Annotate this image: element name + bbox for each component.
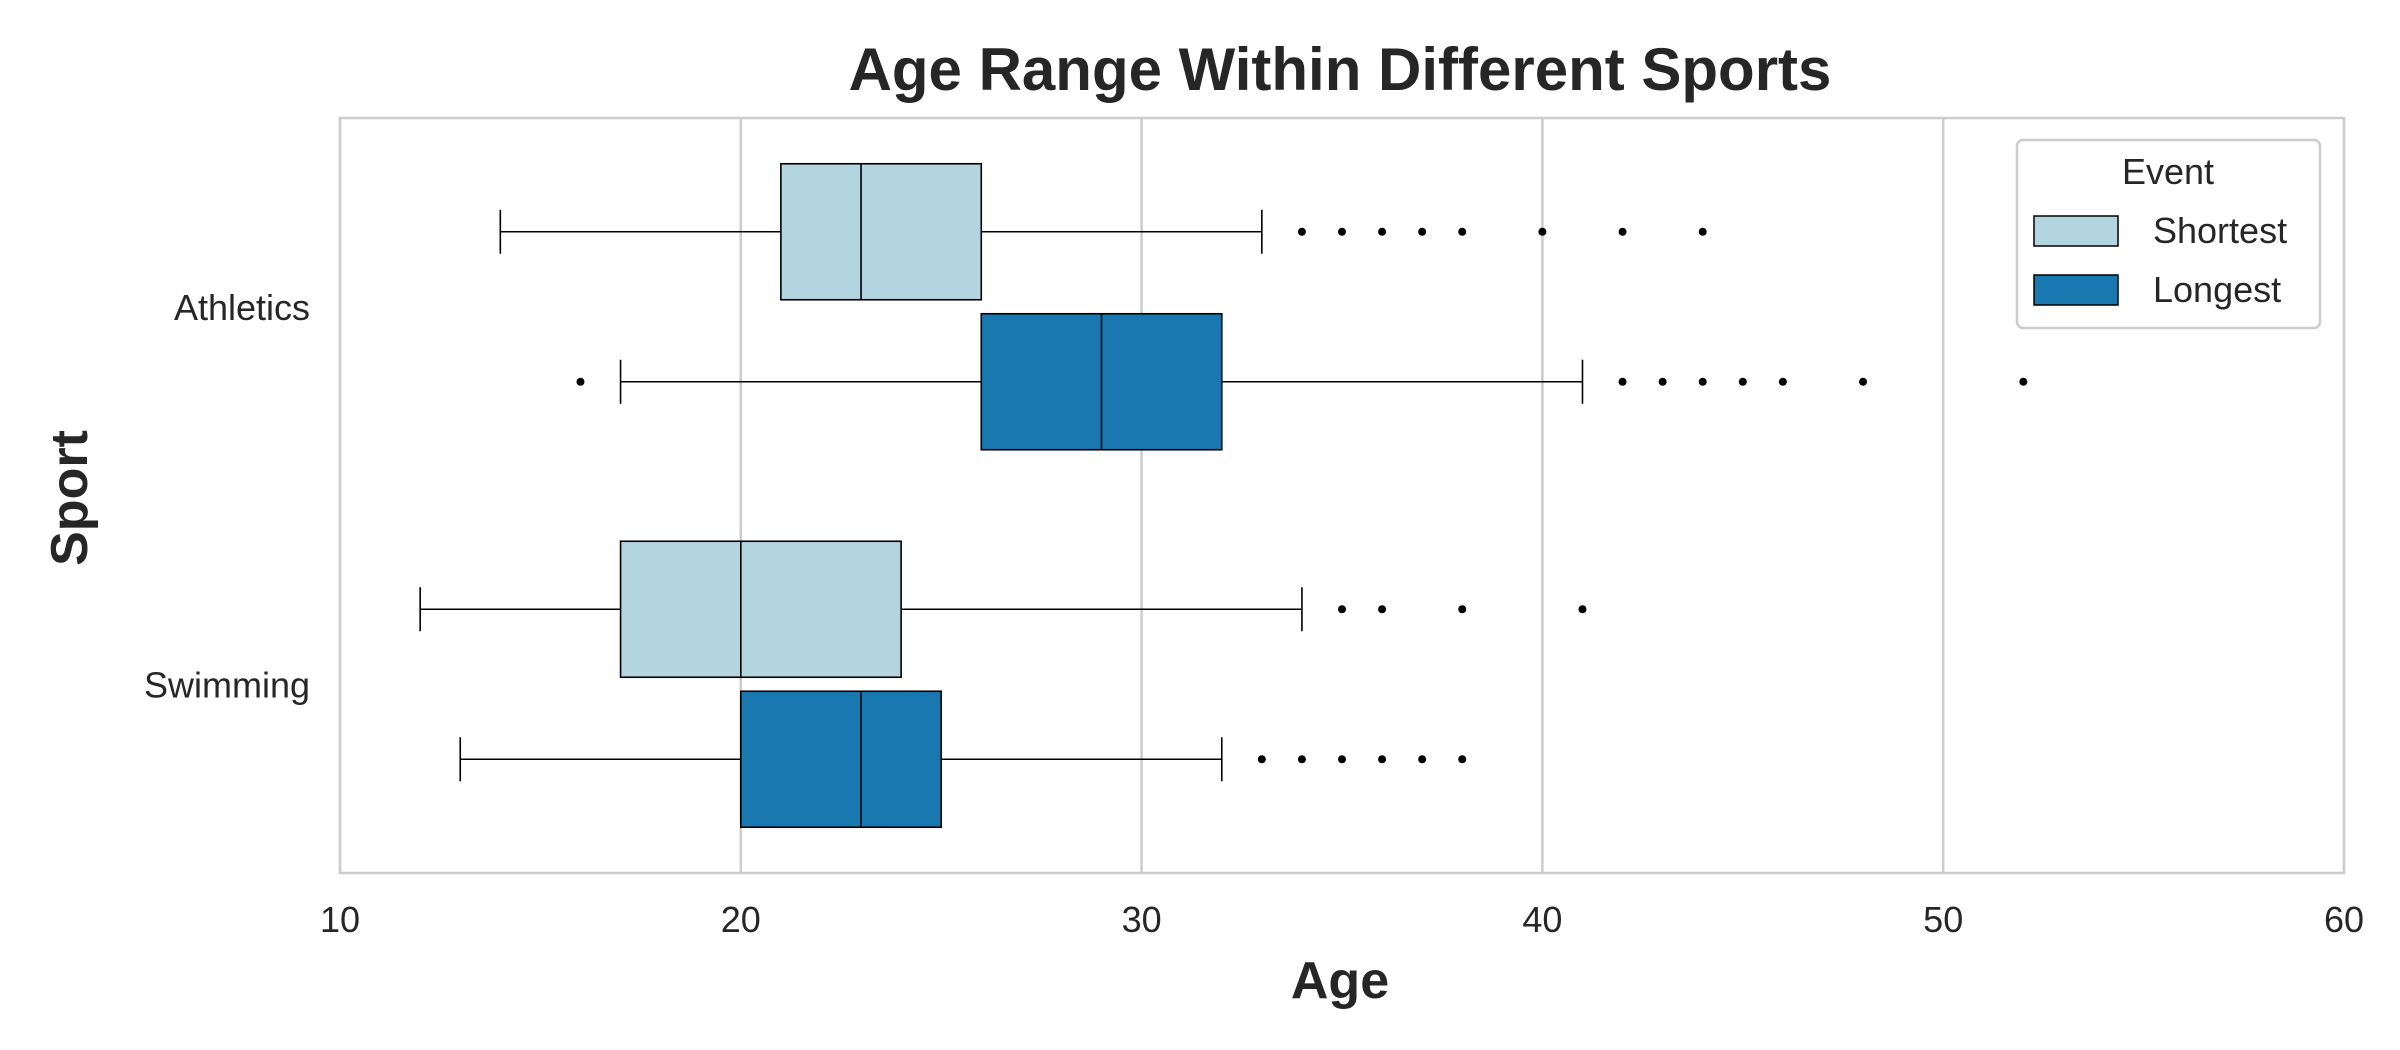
y-axis-label: Sport xyxy=(41,430,99,566)
x-tick-label: 50 xyxy=(1923,899,1963,940)
legend-swatch-shortest xyxy=(2033,215,2119,247)
outlier-point xyxy=(1338,755,1346,764)
box-iqr xyxy=(780,162,983,301)
legend: Event Shortest Longest xyxy=(2015,138,2322,330)
x-tick-label: 30 xyxy=(1122,899,1162,940)
outlier-point xyxy=(1778,377,1787,386)
box-shortest-athletics xyxy=(499,162,1707,301)
outlier-point xyxy=(1458,227,1467,236)
outlier-point xyxy=(2019,377,2028,386)
outlier-point xyxy=(1458,755,1467,764)
outlier-point xyxy=(1257,755,1266,764)
outlier-point xyxy=(1297,755,1306,764)
box-longest-swimming xyxy=(459,690,1467,829)
y-tick-label: Swimming xyxy=(144,664,310,705)
boxes xyxy=(419,162,2028,829)
outlier-point xyxy=(1378,605,1387,614)
x-tick-label: 40 xyxy=(1522,899,1562,940)
x-tick-label: 60 xyxy=(2324,899,2364,940)
legend-label-longest: Longest xyxy=(2153,269,2281,310)
outlier-point xyxy=(1618,377,1627,386)
legend-label-shortest: Shortest xyxy=(2153,210,2287,251)
y-tick-labels: Athletics Swimming xyxy=(144,287,310,706)
x-tick-labels: 10 20 30 40 50 60 xyxy=(320,899,2364,940)
outlier-point xyxy=(1418,227,1427,236)
outlier-point xyxy=(1338,605,1346,614)
outlier-point xyxy=(1698,377,1707,386)
outlier-point xyxy=(1378,227,1387,236)
outlier-point xyxy=(1658,377,1667,386)
outlier-point xyxy=(1578,605,1587,614)
y-tick-label: Athletics xyxy=(174,287,310,328)
outlier-point xyxy=(1378,755,1387,764)
box-iqr xyxy=(619,540,902,679)
legend-title: Event xyxy=(2122,151,2214,192)
box-iqr xyxy=(739,690,942,829)
outlier-point xyxy=(1338,227,1346,236)
outlier-point xyxy=(1738,377,1747,386)
outlier-point xyxy=(1297,227,1306,236)
chart-title: Age Range Within Different Sports xyxy=(849,36,1832,103)
x-tick-label: 20 xyxy=(721,899,761,940)
outlier-point xyxy=(576,377,585,386)
box-longest-athletics xyxy=(576,312,2028,451)
x-tick-label: 10 xyxy=(320,899,360,940)
x-axis-label: Age xyxy=(1291,952,1389,1010)
outlier-point xyxy=(1859,377,1868,386)
outlier-point xyxy=(1618,227,1627,236)
plot-area-frame xyxy=(338,116,2346,875)
outlier-point xyxy=(1538,227,1547,236)
outlier-point xyxy=(1698,227,1707,236)
box-shortest-swimming xyxy=(419,540,1587,679)
outlier-point xyxy=(1458,605,1467,614)
outlier-point xyxy=(1418,755,1427,764)
legend-swatch-longest xyxy=(2033,274,2119,306)
